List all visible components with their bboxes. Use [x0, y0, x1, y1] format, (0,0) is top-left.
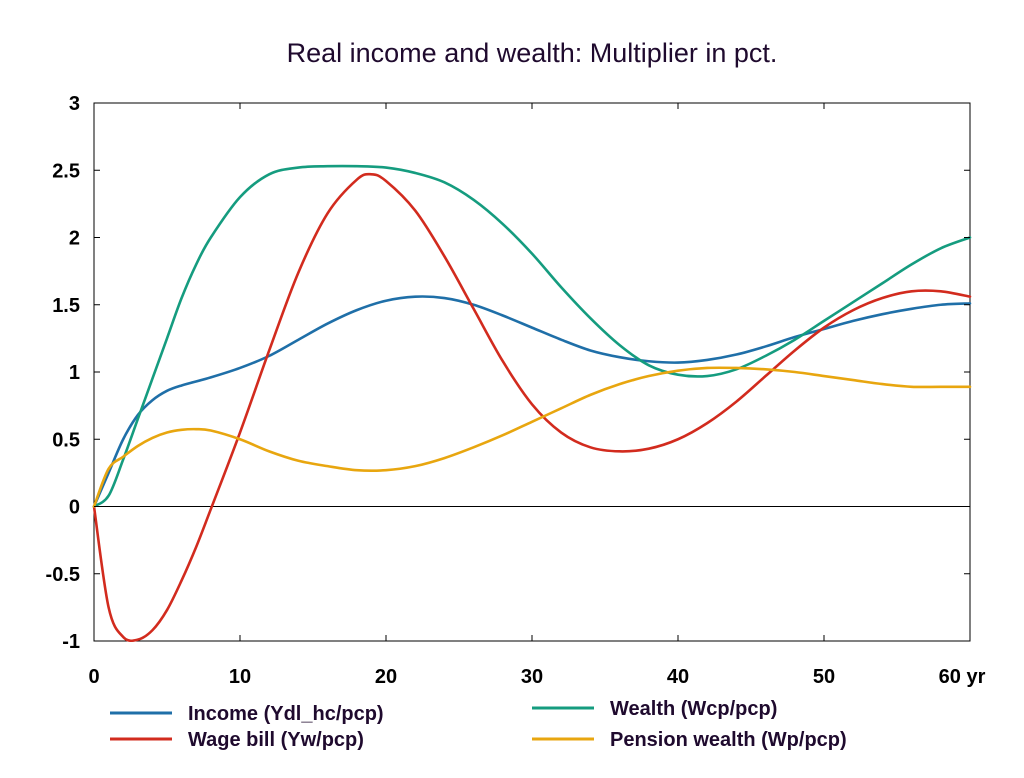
y-tick-label: -0.5 [46, 564, 80, 586]
y-tick-label: -1 [62, 631, 80, 653]
y-tick-label: 0 [69, 497, 80, 519]
y-tick-label: 2 [69, 228, 80, 250]
legend-label-wealth-wcp-pcp: Wealth (Wcp/pcp) [610, 698, 777, 720]
y-tick-label: 1 [69, 362, 80, 384]
x-tick-label: 50 [813, 666, 835, 688]
series-lines [92, 164, 972, 643]
legend-label-wage-bill-yw-pcp: Wage bill (Yw/pcp) [188, 729, 364, 751]
legend-label-pension-wealth-wp-pcp: Pension wealth (Wp/pcp) [610, 729, 847, 751]
x-tick-label: 10 [229, 666, 251, 688]
x-axis: 0 10 20 30 40 50 60 yr [88, 103, 986, 688]
series-line-pension-wealth-wp-pcp [92, 366, 972, 508]
y-tick-label: 0.5 [52, 429, 80, 451]
x-tick-label: 30 [521, 666, 543, 688]
legend-label-income-ydl-hc-pcp: Income (Ydl_hc/pcp) [188, 703, 384, 725]
series-line-wage-bill-yw-pcp [92, 172, 972, 643]
y-tick-label: 2.5 [52, 160, 80, 182]
x-tick-label: 40 [667, 666, 689, 688]
x-tick-label: 60 yr [939, 666, 986, 688]
y-tick-label: 3 [69, 93, 80, 115]
y-tick-label: 1.5 [52, 295, 80, 317]
series-line-income-ydl-hc-pcp [92, 295, 972, 508]
y-axis: -1 -0.5 0 0.5 1 1.5 2 2.5 3 [46, 93, 970, 653]
x-tick-label: 0 [88, 666, 99, 688]
series-line-wealth-wcp-pcp [92, 164, 972, 508]
x-tick-label: 20 [375, 666, 397, 688]
legend: Income (Ydl_hc/pcp) Wealth (Wcp/pcp) Wage … [110, 698, 847, 751]
chart-title: Real income and wealth: Multiplier in pc… [287, 38, 778, 68]
